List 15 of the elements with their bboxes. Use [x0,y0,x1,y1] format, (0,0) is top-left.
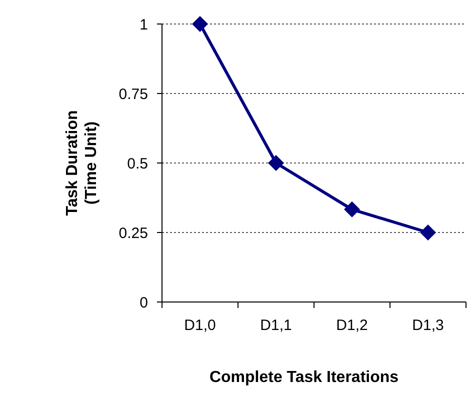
y-axis-title: Task Duration (Time Unit) [64,110,100,216]
y-tick-label: 0.5 [127,155,148,172]
point [344,201,360,218]
x-tick-label: D1,0 [184,317,216,334]
x-axis-title: Complete Task Iterations [209,369,399,386]
y-tick-label: 0.25 [118,224,148,242]
x-tick-label: D1,3 [412,317,444,334]
y-tick-label: 0.75 [118,86,148,103]
x-tick-label: D1,1 [260,317,292,334]
x-tick-label: D1,2 [336,317,368,334]
point [420,224,436,240]
point [268,155,284,171]
point [192,16,208,32]
y-tick-label: 1 [140,16,148,34]
y-tick-label: 0 [140,294,148,312]
